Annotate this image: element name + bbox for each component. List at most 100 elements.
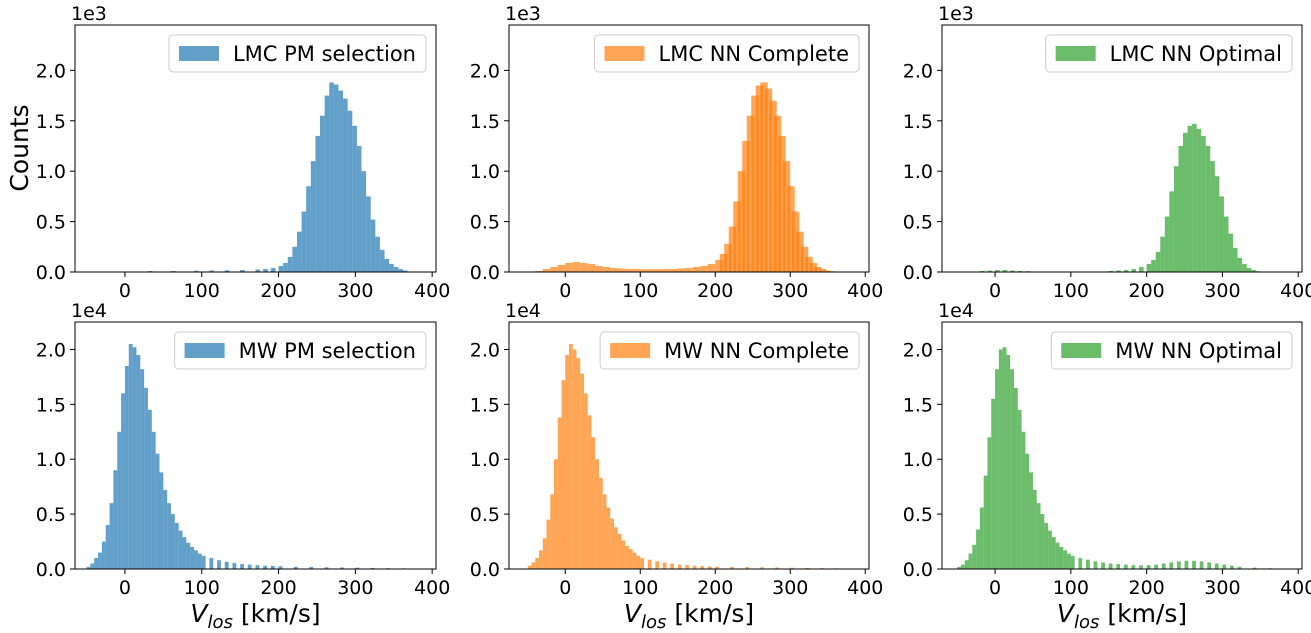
histogram-bar: [224, 561, 229, 569]
histogram-bar: [171, 514, 175, 569]
histogram-bar: [159, 472, 164, 569]
histogram-bar: [1044, 522, 1049, 569]
histogram-bar: [1169, 562, 1174, 569]
histogram-bar: [1151, 259, 1156, 272]
y-tick-label: 1.0: [36, 161, 66, 183]
histogram-bar: [580, 262, 588, 272]
histogram-bar: [805, 567, 809, 569]
legend-label: MW NN Complete: [664, 339, 849, 363]
histogram-bar: [197, 553, 202, 569]
histogram-bar: [1086, 559, 1090, 569]
histogram-bar: [263, 268, 268, 272]
axis-multiplier: 1e3: [71, 3, 107, 25]
histogram-bar: [315, 135, 321, 272]
histogram-bar: [715, 259, 723, 272]
histogram-bar: [155, 453, 160, 569]
histogram-bar: [565, 262, 573, 272]
histogram-bar: [384, 258, 390, 272]
histogram-bar: [1160, 236, 1165, 272]
histogram-bar: [1183, 132, 1188, 272]
histogram-bar: [576, 358, 581, 569]
histogram-bar: [1131, 565, 1136, 569]
histogram-bar: [647, 269, 656, 272]
histogram-bar: [979, 507, 984, 569]
axes-frame: [508, 24, 870, 273]
legend-swatch: [604, 46, 645, 61]
x-tick-label: 400: [847, 577, 883, 599]
histogram-bar: [1184, 560, 1189, 569]
histogram-bar: [610, 518, 614, 569]
histogram-bar: [1067, 553, 1071, 569]
histogram-bar: [109, 503, 114, 569]
histogram-bar: [1014, 387, 1018, 569]
histogram-bar: [746, 115, 755, 272]
histogram-bar: [1139, 266, 1144, 272]
histogram-bar: [647, 559, 652, 569]
histogram-bar: [194, 550, 198, 569]
histogram-bar: [715, 566, 719, 569]
histogram-bar: [557, 264, 566, 272]
histogram-bar: [1219, 196, 1224, 272]
histogram-bar: [677, 268, 686, 272]
histogram-bar: [1025, 453, 1030, 569]
histogram-bar: [764, 88, 773, 272]
x-tick-label: 100: [1053, 577, 1089, 599]
histogram-bar: [1251, 269, 1256, 272]
x-tick-label: 300: [337, 577, 373, 599]
axis-multiplier: 1e3: [938, 3, 974, 25]
histogram-bar: [132, 347, 137, 569]
histogram-bar: [979, 270, 985, 272]
histogram-bar: [240, 564, 244, 569]
y-tick-label: 0.0: [903, 559, 933, 581]
histogram-bar: [356, 145, 362, 272]
histogram-bar: [1010, 270, 1015, 272]
histogram-bar: [163, 489, 168, 569]
histogram-bars: [957, 347, 1287, 569]
histogram-bar: [1002, 347, 1007, 569]
histogram-bar: [402, 270, 408, 272]
histogram-bar: [240, 269, 245, 272]
y-tick-label: 2.0: [470, 339, 500, 361]
histogram-bar: [320, 115, 325, 272]
y-tick-label: 2.0: [36, 339, 66, 361]
histogram-bar: [707, 566, 712, 569]
histogram-bar: [1021, 431, 1026, 569]
histogram-bar: [1048, 530, 1052, 569]
histogram-bar: [1040, 514, 1045, 569]
histogram-bar: [617, 268, 626, 272]
histogram-bar: [194, 270, 199, 272]
x-axis-label: Vlos [km/s]: [190, 599, 320, 633]
y-tick-label: 0.5: [903, 504, 933, 526]
histogram-bar: [685, 267, 693, 272]
y-tick-label: 1.5: [903, 394, 933, 416]
histogram-bar: [769, 100, 777, 272]
histogram-bar: [1029, 472, 1033, 569]
histogram-bar: [355, 567, 360, 569]
x-tick-label: 400: [414, 577, 450, 599]
histogram-bar: [724, 243, 732, 272]
legend: LMC NN Optimal: [1045, 34, 1293, 73]
histogram-bars: [527, 82, 840, 273]
histogram-bar: [1173, 166, 1179, 272]
histogram-bar: [1032, 489, 1037, 569]
histogram-bar: [565, 354, 569, 569]
x-tick-label: 200: [697, 577, 733, 599]
x-tick-label: 400: [414, 280, 450, 302]
histogram-bar: [655, 561, 659, 569]
legend: LMC PM selection: [168, 34, 427, 73]
histogram-bar: [602, 266, 611, 272]
histogram-bar: [1059, 547, 1064, 569]
histogram-bar: [1055, 542, 1060, 569]
histogram-bar: [278, 265, 284, 272]
histogram-bar: [572, 261, 581, 272]
x-tick-label: 300: [1204, 280, 1240, 302]
histogram-bar: [1017, 409, 1022, 569]
histogram-bar: [1070, 555, 1075, 569]
histogram-bar: [1146, 263, 1152, 272]
legend: MW NN Complete: [599, 331, 860, 370]
y-tick-label: 2.0: [470, 60, 500, 82]
histogram-bar: [640, 269, 648, 272]
histogram-bar: [1199, 561, 1204, 569]
histogram-bar: [90, 563, 95, 569]
